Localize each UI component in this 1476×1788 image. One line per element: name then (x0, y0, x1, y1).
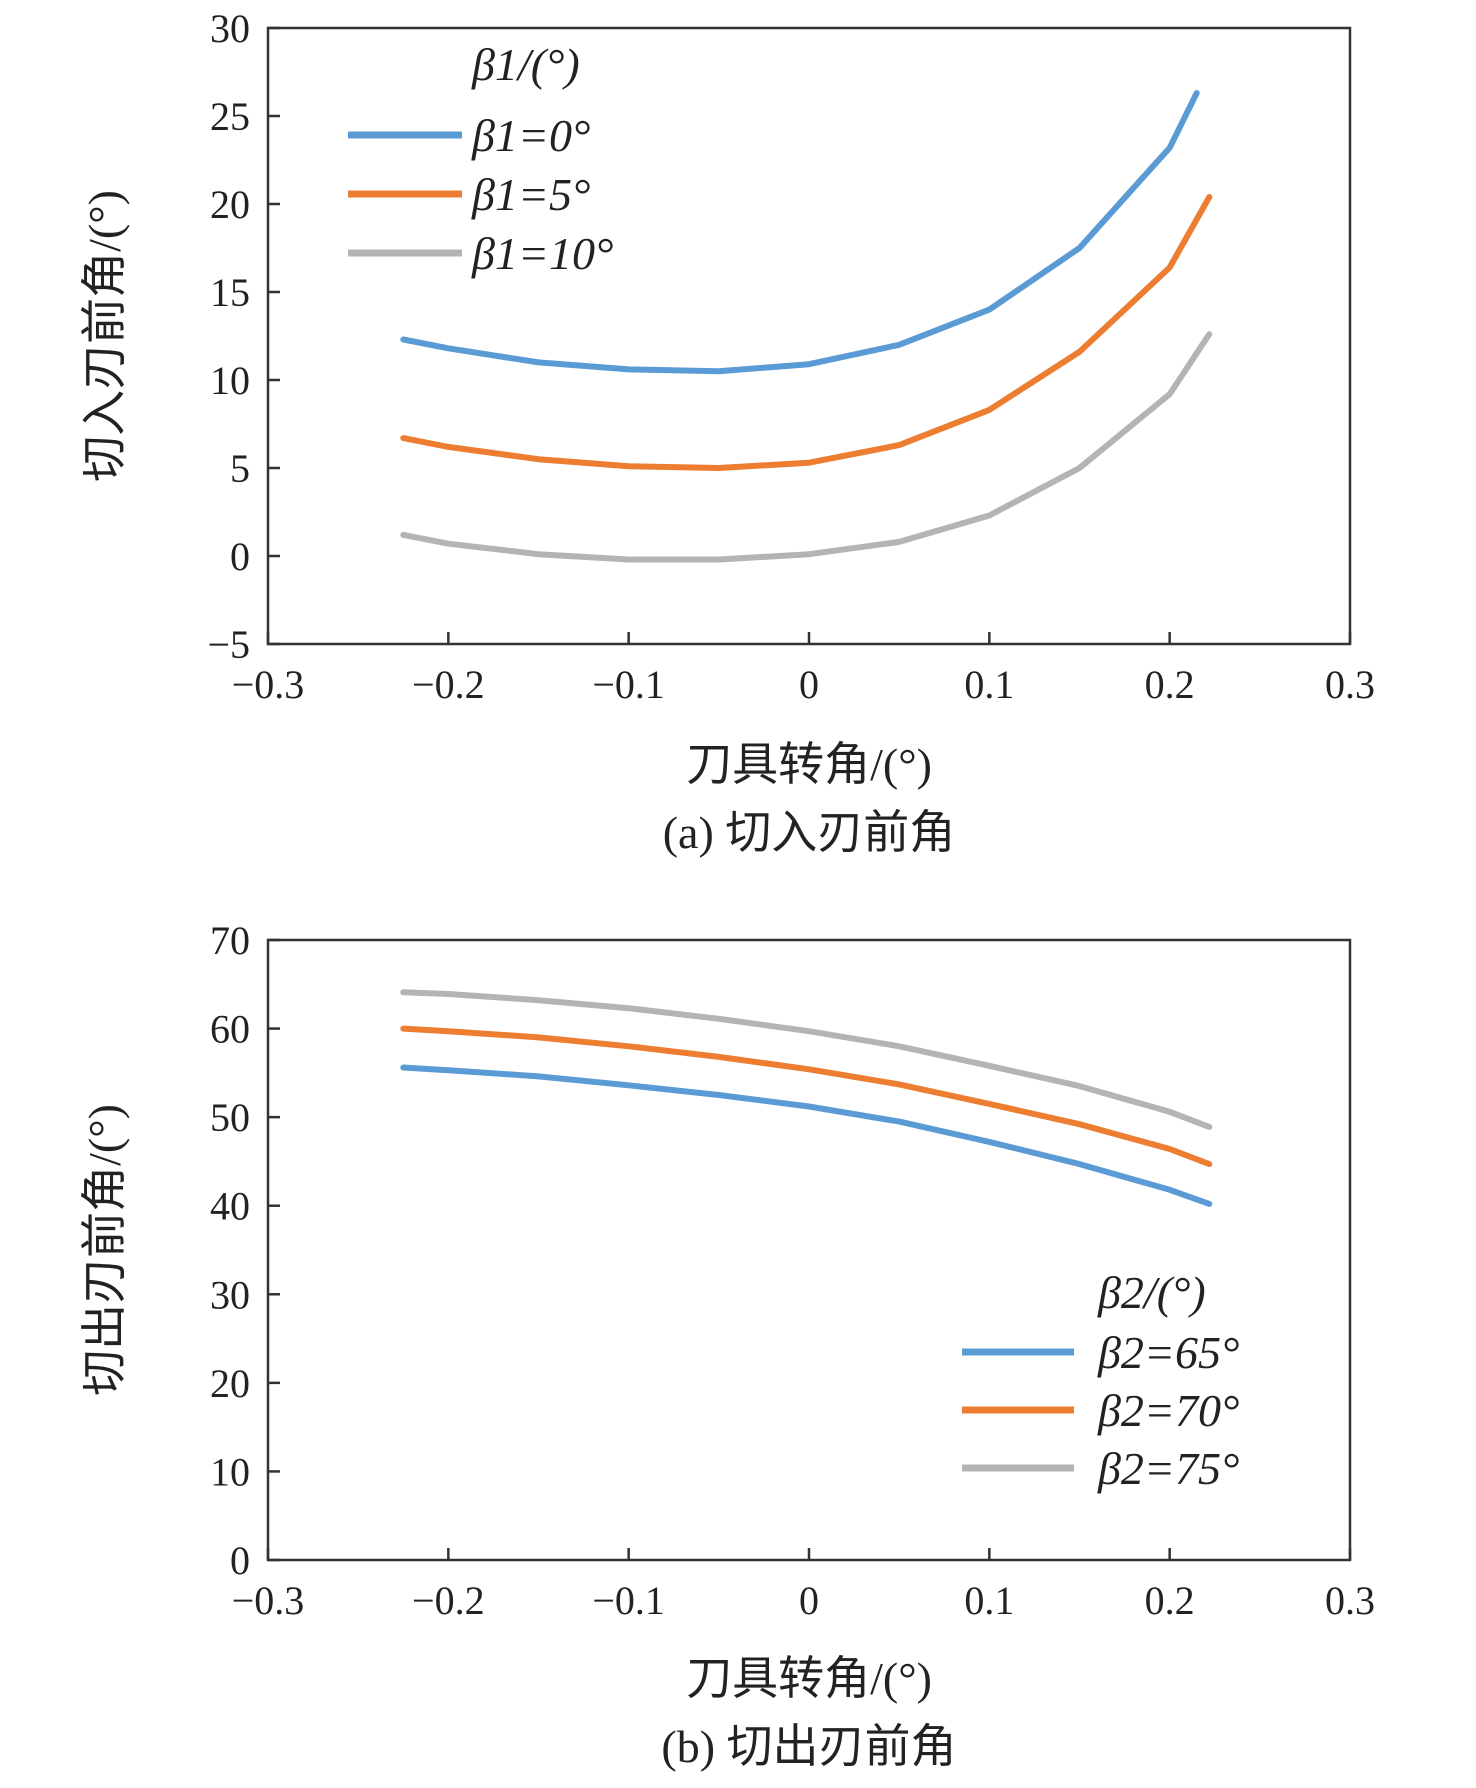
y-axis-title: 切入刃前角/(°) (79, 190, 130, 482)
x-tick-label: 0.1 (964, 662, 1014, 707)
legend-entry-1: β2=65° (1097, 1327, 1239, 1378)
x-tick-label: −0.3 (232, 662, 305, 707)
y-tick-label: 30 (210, 6, 250, 51)
y-tick-label: 60 (210, 1007, 250, 1052)
series-line-3 (400, 331, 1213, 563)
legend-title: β2/(°) (1097, 1267, 1206, 1318)
y-tick-label: 20 (210, 182, 250, 227)
y-tick-label: 0 (230, 1538, 250, 1583)
x-tick-label: 0.1 (964, 1578, 1014, 1623)
series-line-1 (400, 90, 1200, 375)
y-tick-label: 0 (230, 534, 250, 579)
y-tick-label: −5 (207, 622, 250, 667)
legend-entry-3: β2=75° (1097, 1443, 1239, 1494)
legend-entry-1: β1=0° (471, 110, 590, 161)
x-tick-label: −0.1 (592, 662, 665, 707)
y-tick-label: 10 (210, 1449, 250, 1494)
y-tick-label: 10 (210, 358, 250, 403)
x-tick-label: 0.3 (1325, 662, 1375, 707)
x-tick-label: 0 (799, 662, 819, 707)
chart-a: −0.3 −0.2 −0.1 0 0.1 0.2 0.3 −5 0 5 10 15 20 25 30 刀具转角… (79, 6, 1375, 858)
legend-entry-3: β1=10° (471, 228, 613, 279)
series-line-2 (400, 1025, 1213, 1168)
legend-entry-2: β1=5° (471, 169, 590, 220)
x-tick-label: 0.2 (1145, 1578, 1195, 1623)
legend-title: β1/(°) (471, 39, 580, 90)
y-tick-label: 30 (210, 1272, 250, 1317)
x-tick-label: −0.2 (412, 1578, 485, 1623)
x-axis-title: 刀具转角/(°) (686, 739, 932, 790)
y-tick-label: 20 (210, 1361, 250, 1406)
series-line-1 (400, 1064, 1213, 1207)
x-tick-label: −0.3 (232, 1578, 305, 1623)
x-tick-label: 0.3 (1325, 1578, 1375, 1623)
series-line-2 (400, 194, 1213, 471)
y-axis-title: 切出刃前角/(°) (79, 1104, 130, 1396)
chart-b: −0.3 −0.2 −0.1 0 0.1 0.2 0.3 0 10 20 30 40 50 60 70 刀具转… (79, 918, 1375, 1772)
y-tick-label: 5 (230, 446, 250, 491)
x-tick-label: −0.1 (592, 1578, 665, 1623)
x-tick-label: −0.2 (412, 662, 485, 707)
series-line-3 (400, 989, 1213, 1130)
y-tick-label: 40 (210, 1184, 250, 1229)
x-tick-label: 0.2 (1145, 662, 1195, 707)
y-tick-label: 50 (210, 1095, 250, 1140)
y-tick-label: 70 (210, 918, 250, 963)
legend-entry-2: β2=70° (1097, 1385, 1239, 1436)
y-tick-label: 25 (210, 94, 250, 139)
y-tick-label: 15 (210, 270, 250, 315)
chart-caption: (b) 切出刃前角 (661, 1721, 956, 1772)
x-tick-label: 0 (799, 1578, 819, 1623)
x-axis-title: 刀具转角/(°) (686, 1653, 932, 1704)
chart-caption: (a) 切入刃前角 (663, 807, 956, 858)
